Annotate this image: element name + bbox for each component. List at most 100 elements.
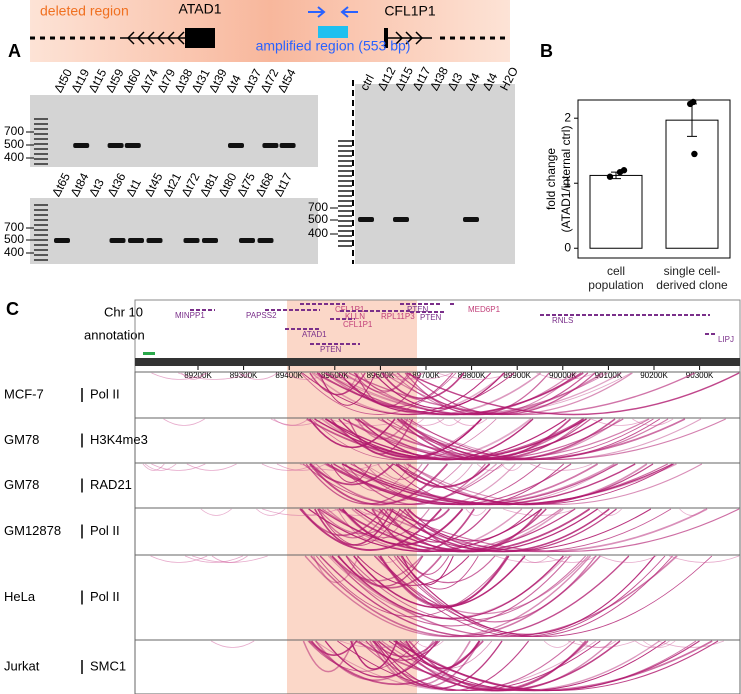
interaction-arc [200,508,232,516]
gel-band [183,238,200,243]
gel-band [73,143,90,148]
interaction-arc [365,640,440,661]
interaction-arc [669,555,740,563]
interaction-arc [341,463,412,492]
lane-label: Δt75 [234,170,258,199]
marker-label: 700 [308,200,328,214]
interaction-arc [372,508,708,553]
gene-name: KLLN [345,312,365,321]
interaction-arc [338,372,454,408]
interaction-arc [453,418,488,426]
track-mark: SMC1 [90,658,126,673]
panel-label: A [8,41,21,61]
interaction-arc [337,555,442,589]
interaction-arc [437,372,512,380]
y-tick-label: 0 [564,240,571,254]
ladder-band [338,160,352,162]
interaction-arc [317,508,407,535]
interaction-arc [377,418,726,461]
interaction-arc [346,555,586,621]
cfl1p1-start [384,28,388,48]
ladder-band [338,175,352,177]
track [134,639,741,694]
interaction-arc [192,555,268,563]
interaction-arc [405,640,481,670]
interaction-arc [357,508,395,516]
interaction-arc [337,555,564,620]
ladder-band [34,249,48,251]
interaction-arc [262,508,340,516]
interaction-arc [302,372,515,415]
track-mark: H3K4me3 [90,432,148,447]
gel-band [128,238,144,243]
ladder-band [338,210,352,212]
interaction-arc [679,508,705,516]
ladder-band [338,235,352,237]
gel-band [239,238,255,243]
data-point [691,150,698,158]
gel-band [228,143,244,148]
primers [308,6,358,18]
marker-label: 700 [4,220,24,234]
interaction-arc [375,555,401,563]
interaction-arc [308,508,542,552]
lane-label: Δt65 [49,170,73,199]
interaction-arc [311,372,506,416]
ladder-band [34,128,48,130]
gel-band [202,238,218,243]
interaction-arc [186,463,237,471]
interaction-arc [407,508,534,542]
marker-label: 700 [4,124,24,138]
interaction-arc [405,418,445,426]
interaction-arc [356,555,470,586]
lane-label: Δt81 [197,170,221,199]
gel-band [109,238,126,243]
interaction-arc [590,418,649,426]
track-mark: Pol II [90,589,120,604]
interaction-arc [400,555,479,590]
gene-name: ATAD1 [302,330,327,339]
interaction-arc [501,463,523,471]
marker-label: 500 [4,137,24,151]
interaction-arc [163,418,205,426]
gel-band [393,217,409,222]
x-tick-label: 89200K [184,371,212,380]
interaction-arc [302,640,354,673]
interaction-arc [142,463,165,471]
interaction-arc [503,508,576,516]
interaction-arc [239,372,278,380]
interaction-arc [304,555,592,638]
interaction-arc [299,463,380,471]
interaction-arc [399,640,697,691]
interaction-arc [300,372,457,415]
bar [665,119,719,249]
ladder-band [338,195,352,197]
interaction-arc [325,463,599,506]
interaction-arc [405,463,703,506]
gene-name: LIPJ [718,335,734,344]
gel-band [54,238,70,243]
interaction-arc [302,463,503,505]
ladder-band [34,133,48,135]
ladder-band [34,254,48,256]
ladder-band [34,148,48,150]
interaction-arc [317,508,401,546]
interaction-arc [377,463,423,480]
interaction-arc [338,418,483,459]
x-tick-label: 90200K [640,371,668,380]
lane-label: ctrl [357,72,377,93]
ladder-band [34,219,48,221]
gel [30,95,318,167]
interaction-arc [415,640,444,648]
ladder-band [34,123,48,125]
x-tick-label: 89500K [321,371,349,380]
lane-label: Δt36 [105,170,129,199]
ladder-band [338,185,352,187]
ladder-band [34,143,48,145]
interaction-arc [406,372,740,416]
ladder-band [338,165,352,167]
strand-arrows [395,31,424,45]
ladder-band [338,170,352,172]
interaction-arc [309,372,366,396]
lane-label: Δt17 [271,170,295,199]
